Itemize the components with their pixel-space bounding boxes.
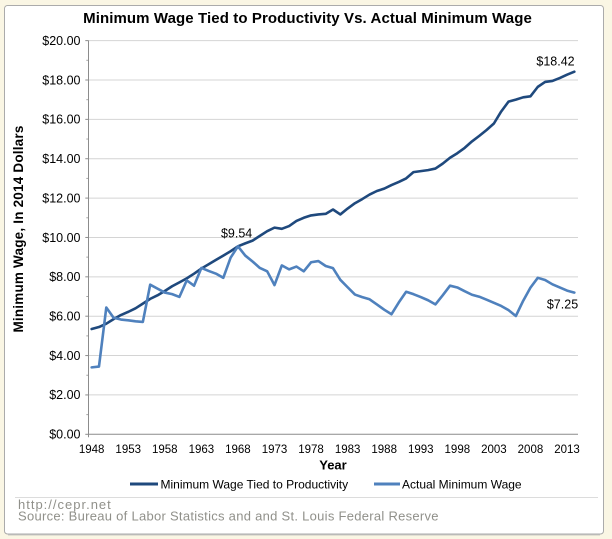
svg-text:1983: 1983	[335, 444, 361, 456]
svg-text:2003: 2003	[481, 444, 507, 456]
svg-text:1993: 1993	[408, 444, 434, 456]
svg-text:1958: 1958	[152, 444, 178, 456]
svg-text:Minimum Wage Tied to Productiv: Minimum Wage Tied to Productivity	[161, 478, 349, 492]
svg-text:$6.00: $6.00	[49, 310, 80, 324]
svg-text:Actual Minimum Wage: Actual Minimum Wage	[402, 478, 522, 492]
svg-text:2013: 2013	[554, 444, 580, 456]
svg-text:$8.00: $8.00	[49, 270, 80, 284]
svg-text:Source: Bureau of Labor Statis: Source: Bureau of Labor Statistics and a…	[18, 508, 439, 523]
svg-text:1973: 1973	[262, 444, 288, 456]
svg-text:$20.00: $20.00	[42, 34, 80, 48]
svg-text:$4.00: $4.00	[49, 349, 80, 363]
svg-text:Minimum Wage Tied to Productiv: Minimum Wage Tied to Productivity Vs. Ac…	[83, 10, 532, 27]
svg-text:1968: 1968	[225, 444, 251, 456]
svg-text:1978: 1978	[298, 444, 324, 456]
svg-text:$16.00: $16.00	[42, 113, 80, 127]
svg-text:1988: 1988	[371, 444, 397, 456]
svg-text:Minimum Wage, In 2014 Dollars: Minimum Wage, In 2014 Dollars	[11, 125, 26, 332]
svg-text:$14.00: $14.00	[42, 152, 80, 166]
svg-text:http://cepr.net: http://cepr.net	[18, 497, 112, 512]
svg-text:1998: 1998	[445, 444, 471, 456]
svg-text:1963: 1963	[189, 444, 215, 456]
svg-text:1953: 1953	[115, 444, 141, 456]
svg-text:$2.00: $2.00	[49, 388, 80, 402]
svg-text:$7.25: $7.25	[547, 298, 578, 312]
svg-text:$10.00: $10.00	[42, 231, 80, 245]
svg-text:$18.00: $18.00	[42, 73, 80, 87]
svg-text:Year: Year	[319, 458, 346, 473]
svg-text:$12.00: $12.00	[42, 191, 80, 205]
svg-text:$9.54: $9.54	[221, 227, 252, 241]
svg-text:1948: 1948	[79, 444, 105, 456]
svg-text:2008: 2008	[518, 444, 544, 456]
svg-text:$18.42: $18.42	[536, 55, 574, 69]
svg-text:$0.00: $0.00	[49, 428, 80, 442]
